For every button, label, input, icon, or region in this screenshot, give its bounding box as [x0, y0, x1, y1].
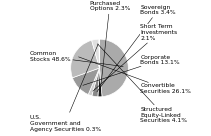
Text: Sovereign
Bonds 3.4%: Sovereign Bonds 3.4%	[97, 5, 176, 92]
Text: Purchased
Options 2.3%: Purchased Options 2.3%	[89, 1, 130, 92]
Text: Structured
Equity-Linked
Securities 4.1%: Structured Equity-Linked Securities 4.1%	[97, 44, 187, 123]
Wedge shape	[100, 39, 128, 97]
Wedge shape	[98, 68, 102, 97]
Wedge shape	[72, 68, 100, 95]
Text: U.S.
Government and
Agency Securities 0.3%: U.S. Government and Agency Securities 0.…	[30, 44, 101, 132]
Text: Short Term
Investments
2.1%: Short Term Investments 2.1%	[93, 24, 177, 91]
Text: Corporate
Bonds 13.1%: Corporate Bonds 13.1%	[83, 55, 180, 85]
Wedge shape	[92, 39, 100, 68]
Text: Convertible
Securities 26.1%: Convertible Securities 26.1%	[78, 57, 191, 94]
Text: Common
Stocks 48.6%: Common Stocks 48.6%	[30, 51, 123, 67]
Wedge shape	[92, 68, 100, 97]
Wedge shape	[88, 68, 100, 96]
Wedge shape	[71, 40, 100, 78]
Wedge shape	[99, 39, 100, 68]
